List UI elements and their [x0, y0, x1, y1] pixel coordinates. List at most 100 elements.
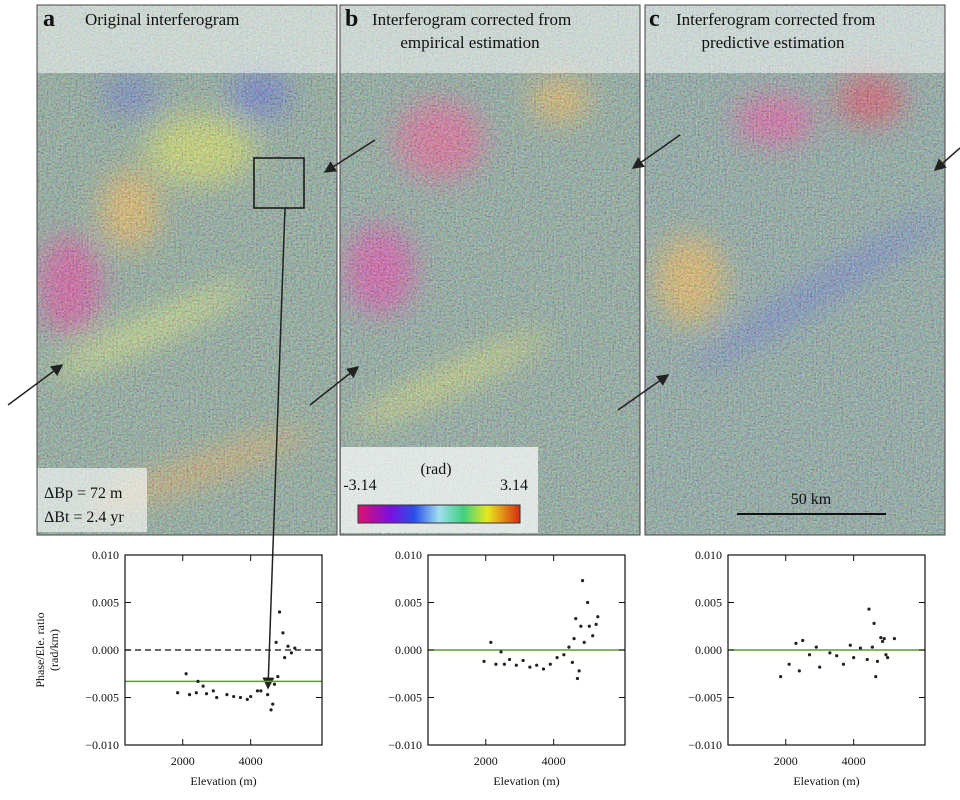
panel-letter: a [43, 6, 55, 32]
x-axis-label: Elevation (m) [793, 774, 859, 788]
point [570, 660, 574, 664]
point [807, 653, 812, 657]
panel-title: Original interferogram [85, 10, 239, 29]
point [184, 672, 188, 676]
y-tick-label: −0.010 [688, 738, 722, 752]
point [562, 653, 566, 657]
x-tick-label: 4000 [842, 754, 866, 768]
colorbar-label: (rad) [420, 461, 451, 478]
panel-frame [339, 4, 641, 536]
point [882, 637, 886, 641]
point [204, 692, 209, 696]
point [572, 637, 576, 641]
point [499, 650, 503, 654]
point [879, 636, 883, 640]
y-tick-label: −0.010 [388, 738, 422, 752]
arrows [7, 134, 960, 690]
x-axis-label: Elevation (m) [493, 774, 559, 788]
point [187, 693, 192, 697]
point [276, 675, 280, 679]
y-axis-label: (rad/km) [47, 629, 61, 671]
point [794, 641, 798, 645]
y-tick-label: 0.005 [395, 596, 422, 610]
point [277, 610, 282, 614]
point [591, 634, 595, 638]
point [514, 663, 518, 667]
point [255, 689, 260, 693]
point [886, 656, 890, 660]
point [232, 694, 236, 699]
y-tick-label: −0.005 [388, 691, 422, 705]
point [502, 662, 507, 666]
point [867, 607, 871, 611]
colorbar [357, 504, 521, 524]
point [259, 689, 263, 693]
interferogram-c [645, 5, 945, 535]
panel-title: empirical estimation [400, 33, 540, 52]
point [535, 663, 539, 667]
point [289, 651, 294, 655]
point [582, 640, 586, 645]
x-tick-label: 2000 [171, 754, 195, 768]
point [567, 645, 571, 649]
point [269, 708, 273, 712]
point [274, 640, 278, 645]
point [293, 646, 297, 650]
point [870, 645, 874, 649]
point [555, 656, 559, 660]
point [852, 656, 856, 660]
point [858, 646, 863, 650]
y-tick-label: 0.005 [695, 596, 722, 610]
panel-texts: a Original interferogram ΔBp = 72 m ΔBt … [43, 6, 875, 526]
y-tick-label: 0.010 [695, 548, 722, 562]
panel-title: Interferogram corrected from [676, 10, 875, 29]
point [872, 621, 876, 626]
point [196, 679, 200, 683]
panel-letter: c [649, 6, 660, 32]
x-tick-label: 4000 [542, 754, 566, 768]
point [574, 617, 578, 621]
point [577, 669, 581, 673]
panel-title: Interferogram corrected from [372, 10, 571, 29]
y-tick-label: −0.005 [688, 691, 722, 705]
point [828, 651, 832, 655]
point [541, 667, 546, 671]
y-axis-label: Phase/Ele. ratio [33, 612, 47, 687]
point [875, 659, 880, 664]
point [594, 622, 598, 626]
panel-title: predictive estimation [701, 33, 845, 52]
y-tick-label: 0.000 [395, 643, 422, 657]
point [482, 659, 486, 664]
point [848, 643, 852, 647]
point [266, 693, 270, 697]
point [211, 689, 215, 693]
y-tick-label: 0.005 [92, 596, 119, 610]
point [272, 682, 277, 686]
note: ΔBt = 2.4 yr [44, 509, 124, 526]
y-tick-label: −0.005 [85, 691, 119, 705]
point [507, 657, 512, 662]
zoom-box [253, 157, 305, 209]
point [596, 615, 600, 619]
point [245, 697, 249, 702]
point [884, 653, 888, 657]
point [797, 669, 801, 673]
point [779, 675, 783, 679]
point [801, 638, 805, 643]
y-tick-label: 0.000 [695, 643, 722, 657]
x-axis-label: Elevation (m) [190, 774, 256, 788]
point [286, 644, 290, 648]
y-tick-label: 0.010 [395, 548, 422, 562]
point [521, 658, 525, 663]
point [587, 624, 591, 628]
point [281, 631, 285, 635]
point [271, 702, 275, 706]
point [176, 691, 180, 695]
y-tick-label: 0.000 [92, 643, 119, 657]
point [489, 640, 493, 645]
point [194, 691, 198, 695]
point [238, 695, 243, 700]
x-tick-label: 4000 [239, 754, 263, 768]
